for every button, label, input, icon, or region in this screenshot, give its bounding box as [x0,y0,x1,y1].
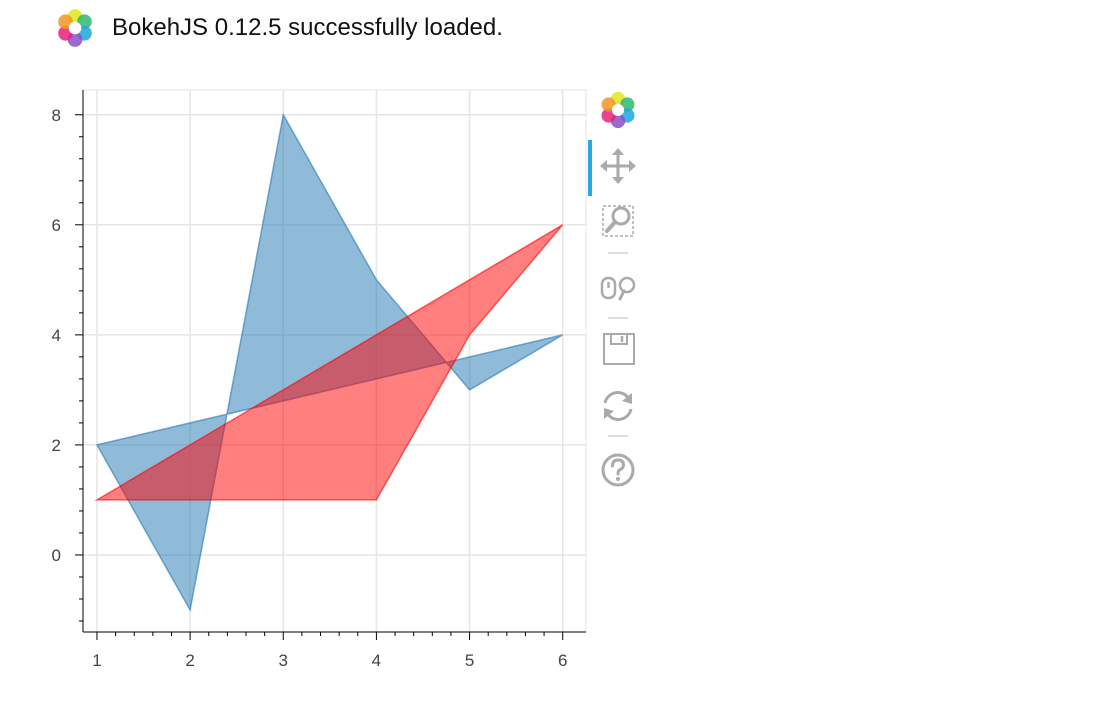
toolbar-separator [608,435,628,437]
toolbar-separator [608,252,628,254]
box-zoom-tool-button[interactable] [596,200,640,240]
active-tool-indicator [588,140,592,196]
y-tick-label: 6 [52,216,61,235]
load-status-message: BokehJS 0.12.5 successfully loaded. [112,14,503,41]
pan-icon [600,148,636,184]
help-tool-button[interactable] [596,450,640,490]
toolbar [588,88,648,508]
wheel-zoom-tool-button[interactable] [596,268,640,308]
bokeh-logo-icon [58,9,92,47]
x-tick-label: 2 [185,651,194,670]
y-tick-label: 4 [52,326,61,345]
reset-icon [603,391,633,421]
save-icon [603,333,635,365]
area-glyphs [94,112,564,613]
y-tick-label: 2 [52,436,61,455]
toolbar-logo[interactable] [596,88,640,132]
x-tick-label: 4 [372,651,381,670]
toolbar-separator [608,317,628,319]
plot-area[interactable]: 1 2 3 4 5 6 0 2 4 6 8 [0,0,600,710]
load-banner: BokehJS 0.12.5 successfully loaded. [54,6,503,50]
y-tick-label: 0 [52,546,61,565]
x-tick-label: 6 [558,651,567,670]
x-tick-label: 3 [279,651,288,670]
help-icon [601,453,635,487]
save-tool-button[interactable] [596,330,640,370]
axis-ticks [75,114,564,640]
wheel-zoom-icon [600,276,636,301]
box-zoom-icon [602,205,634,237]
x-tick-label: 1 [92,651,101,670]
x-tick-label: 5 [465,651,474,670]
area-series-2 [94,224,564,501]
pan-tool-button[interactable] [596,146,640,186]
y-tick-label: 8 [52,106,61,125]
tick-labels: 1 2 3 4 5 6 0 2 4 6 8 [52,106,568,670]
reset-tool-button[interactable] [596,386,640,426]
bokeh-logo-icon [601,91,635,129]
